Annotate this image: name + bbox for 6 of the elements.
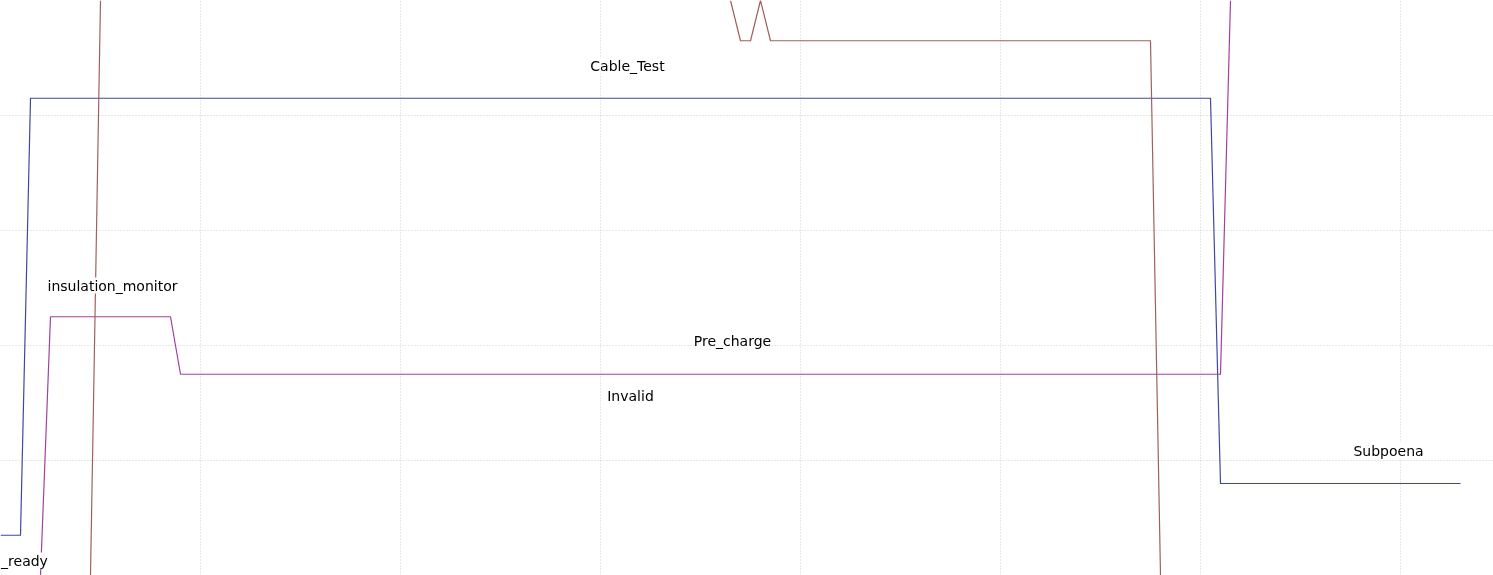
annotation: insulation_monitor <box>47 277 178 294</box>
annotation: Cable_Test <box>590 57 666 74</box>
annotation: Subpoena <box>1353 442 1424 459</box>
annotation: Invalid <box>607 387 654 404</box>
annotation: _ready <box>0 552 48 569</box>
annotation: Pre_charge <box>693 332 772 349</box>
